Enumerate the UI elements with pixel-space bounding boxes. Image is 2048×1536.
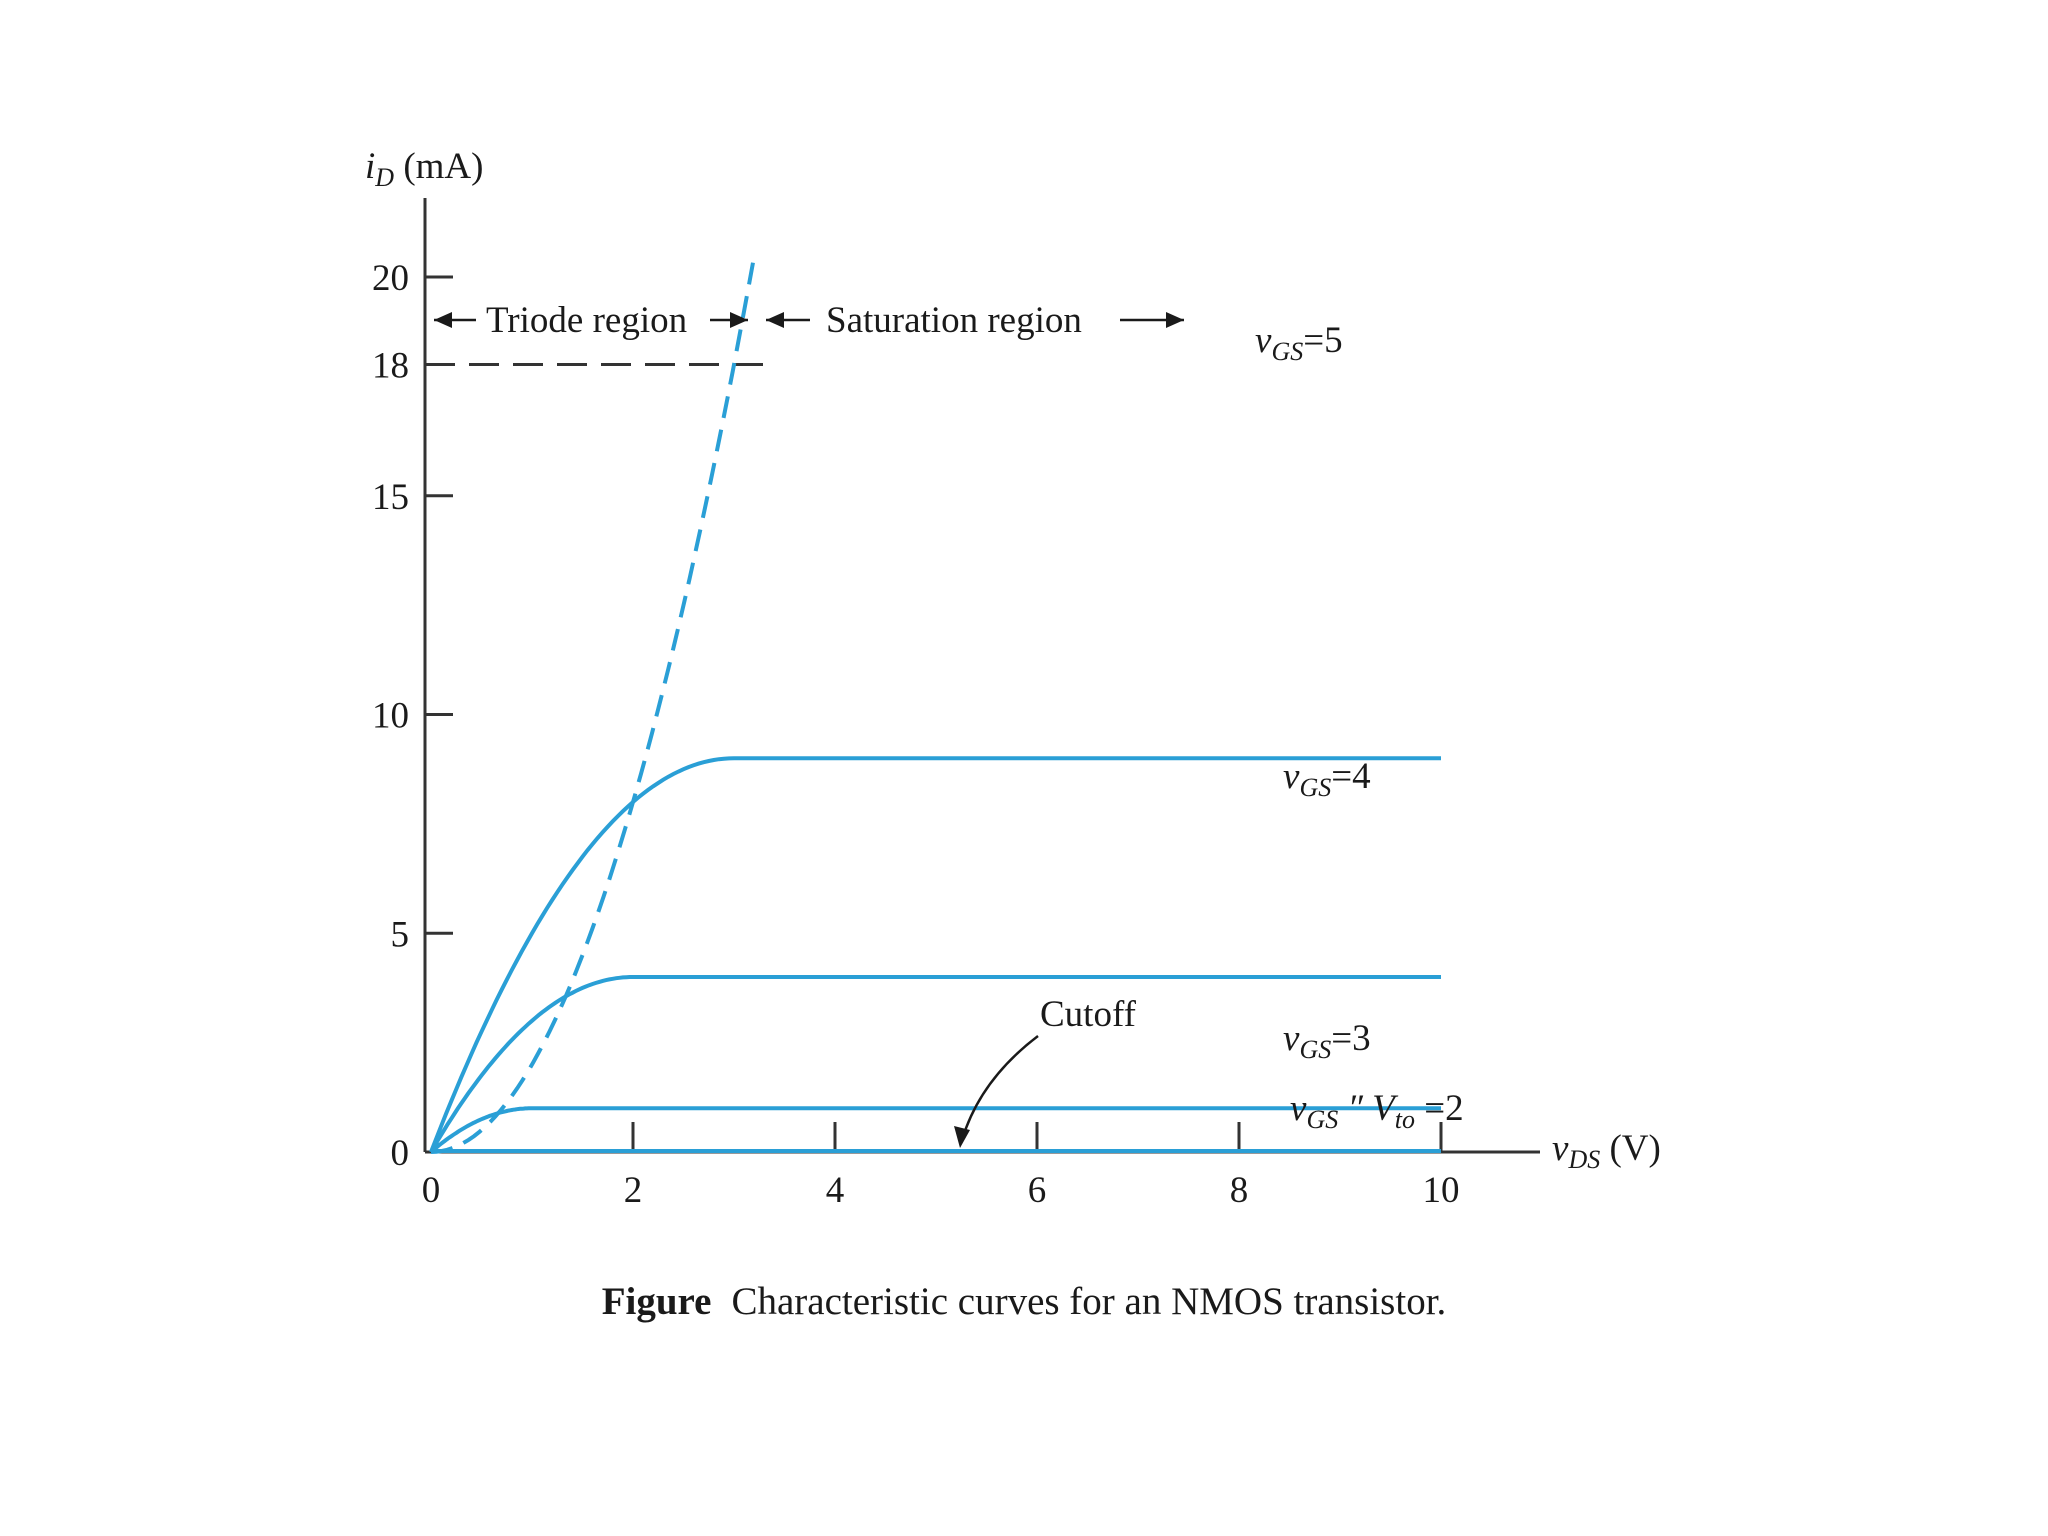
series-label-v-gs-4: vGS=4 (1283, 756, 1371, 802)
y-tick-label-5: 5 (391, 914, 410, 955)
x-tick-label-10: 10 (1423, 1170, 1460, 1211)
arrow-saturation-right (1120, 312, 1184, 328)
x-tick-label-0: 0 (422, 1170, 441, 1211)
y-tick-label-15: 15 (372, 477, 409, 518)
series-label-v-gs-3: vGS=3 (1283, 1018, 1371, 1064)
axes-layer: 0 5 10 15 18 20 0 2 4 6 8 10 (372, 198, 1540, 1211)
curve-v-gs-3 (429, 1106, 1441, 1154)
y-tick-label-0: 0 (391, 1133, 410, 1174)
figure-caption: Figure Characteristic curves for an NMOS … (0, 1278, 2048, 1326)
caption-prefix: Figure (601, 1280, 712, 1323)
x-tick-label-6: 6 (1028, 1170, 1047, 1211)
x-tick-label-8: 8 (1230, 1170, 1249, 1211)
curves-layer (429, 255, 1441, 1154)
curve-v-gs-4 (429, 975, 1441, 1154)
y-tick-label-10: 10 (372, 696, 409, 737)
series-label-v-gs-5: vGS=5 (1255, 320, 1343, 366)
x-tick-label-2: 2 (624, 1170, 643, 1211)
labels-layer: iD (mA) vDS (V) vGS=5 vGS=4 vGS=3 vGS ″ Vto =… (365, 146, 1661, 1174)
y-axis-title: iD (mA) (365, 146, 483, 192)
y-tick-label-20: 20 (372, 258, 409, 299)
label-cutoff: Cutoff (1040, 994, 1137, 1035)
arrow-saturation-left (766, 312, 810, 328)
arrow-cutoff (954, 1035, 1039, 1148)
label-triode-region: Triode region (486, 300, 687, 341)
saturation-boundary (430, 255, 757, 1154)
x-tick-label-4: 4 (826, 1170, 845, 1211)
arrow-triode-right (710, 312, 748, 328)
caption-text: Characteristic curves for an NMOS transi… (731, 1280, 1447, 1323)
curve-v-gs-5 (429, 756, 1441, 1153)
series-label-cutoff: vGS ″ Vto =2 (1290, 1088, 1464, 1134)
x-axis-title: vDS (V) (1552, 1128, 1661, 1174)
label-saturation-region: Saturation region (826, 300, 1082, 341)
y-tick-label-18: 18 (372, 346, 409, 387)
arrow-triode-left (434, 312, 476, 328)
